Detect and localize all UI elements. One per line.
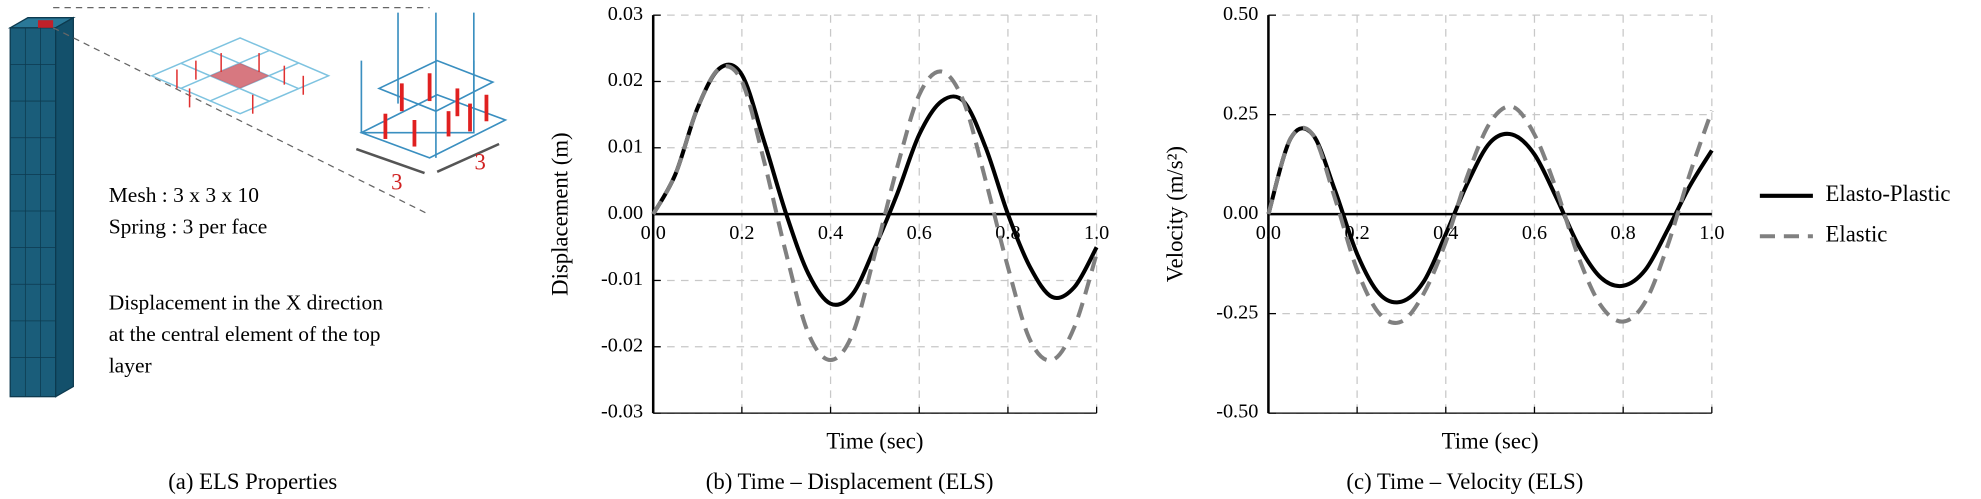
panel-text: Mesh : 3 x 3 x 10 [109,183,259,207]
x-axis-label: Time (sec) [1442,429,1539,454]
y-tick-label: 0.02 [608,69,643,91]
caption: (b) Time – Displacement (ELS) [706,469,994,494]
y-tick-label: 0.25 [1223,102,1258,124]
caption: (c) Time – Velocity (ELS) [1346,469,1583,494]
y-axis-label: Displacement (m) [547,132,572,295]
dimension-label: 3 [391,170,402,195]
caption: (a) ELS Properties [168,469,337,494]
panel-text: at the central element of the top [109,322,381,346]
panel-text: Spring : 3 per face [109,215,268,239]
y-tick-label: 0.01 [608,135,643,157]
series-line [651,64,1099,363]
y-tick-label: 0.50 [1223,3,1258,25]
series-line [1266,126,1714,305]
y-tick-label: 0.00 [608,202,643,224]
y-axis-label: Velocity (m/s²) [1163,146,1188,282]
y-tick-label: -0.50 [1216,401,1258,423]
series-line [651,62,1099,307]
panel-text: layer [109,354,152,378]
x-axis-label: Time (sec) [826,429,923,454]
x-tick-label: 0.4 [818,222,843,244]
legend-label: Elastic [1826,221,1888,246]
y-tick-label: -0.25 [1216,301,1258,323]
y-tick-label: -0.02 [601,334,643,356]
x-tick-label: 0.6 [907,222,932,244]
x-tick-label: 1.0 [1084,222,1109,244]
x-tick-label: 0.2 [729,222,754,244]
y-tick-label: 0.00 [1223,202,1258,224]
y-tick-label: 0.03 [608,3,643,25]
y-tick-label: -0.01 [601,268,643,290]
x-tick-label: 0.6 [1522,222,1547,244]
panel-a-drawing [7,6,508,398]
x-tick-label: 1.0 [1699,222,1724,244]
x-tick-label: 0.8 [1611,222,1636,244]
y-tick-label: -0.03 [601,401,643,423]
legend-label: Elasto-Plastic [1826,181,1951,206]
dimension-label: 3 [474,149,485,174]
panel-text: Displacement in the X direction [109,290,384,314]
series-line [1266,104,1714,325]
